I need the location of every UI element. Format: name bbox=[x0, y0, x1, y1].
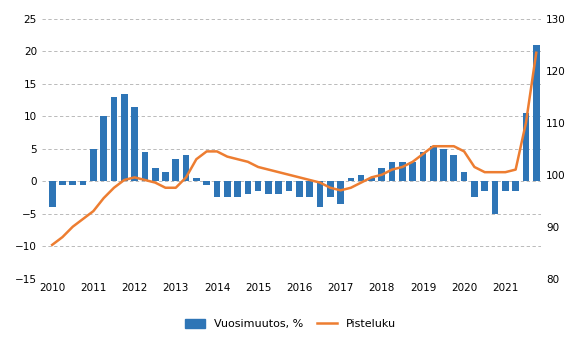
Bar bbox=[512, 181, 519, 191]
Bar bbox=[533, 45, 540, 181]
Bar bbox=[173, 159, 179, 181]
Bar bbox=[450, 155, 457, 181]
Bar bbox=[347, 178, 354, 181]
Bar bbox=[162, 172, 169, 181]
Bar bbox=[296, 181, 303, 198]
Bar bbox=[399, 162, 406, 181]
Bar bbox=[214, 181, 220, 198]
Bar bbox=[378, 168, 385, 181]
Bar bbox=[306, 181, 313, 198]
Bar bbox=[80, 181, 87, 184]
Bar bbox=[101, 116, 107, 181]
Bar bbox=[482, 181, 488, 191]
Bar bbox=[110, 97, 117, 181]
Bar bbox=[337, 181, 344, 204]
Bar bbox=[59, 181, 66, 184]
Bar bbox=[90, 149, 96, 181]
Legend: Vuosimuutos, %, Pisteluku: Vuosimuutos, %, Pisteluku bbox=[181, 314, 400, 334]
Bar bbox=[286, 181, 292, 191]
Bar bbox=[522, 113, 529, 181]
Bar bbox=[121, 94, 128, 181]
Bar bbox=[389, 162, 396, 181]
Bar bbox=[203, 181, 210, 184]
Bar bbox=[368, 178, 375, 181]
Bar bbox=[502, 181, 509, 191]
Bar bbox=[69, 181, 76, 184]
Bar bbox=[142, 152, 148, 181]
Bar bbox=[461, 172, 468, 181]
Bar bbox=[234, 181, 241, 198]
Bar bbox=[245, 181, 251, 194]
Bar bbox=[358, 175, 364, 181]
Bar bbox=[131, 107, 138, 181]
Bar bbox=[193, 178, 200, 181]
Bar bbox=[224, 181, 231, 198]
Bar bbox=[409, 162, 416, 181]
Bar bbox=[275, 181, 282, 194]
Bar bbox=[419, 152, 426, 181]
Bar bbox=[255, 181, 261, 191]
Bar bbox=[49, 181, 56, 207]
Bar bbox=[152, 168, 159, 181]
Bar bbox=[492, 181, 498, 214]
Bar bbox=[430, 145, 436, 181]
Bar bbox=[265, 181, 272, 194]
Bar bbox=[317, 181, 323, 207]
Bar bbox=[182, 155, 189, 181]
Bar bbox=[471, 181, 478, 198]
Bar bbox=[327, 181, 333, 198]
Bar bbox=[440, 149, 447, 181]
